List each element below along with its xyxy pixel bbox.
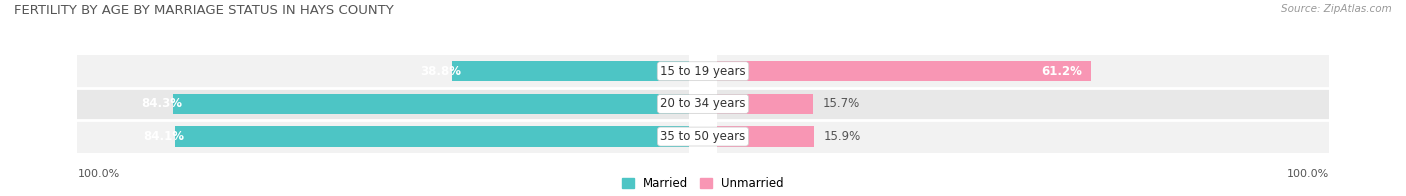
Text: 15.9%: 15.9% bbox=[824, 130, 860, 143]
Bar bbox=[717, 88, 1329, 120]
Bar bbox=[717, 55, 1329, 88]
Text: 84.1%: 84.1% bbox=[143, 130, 184, 143]
Text: FERTILITY BY AGE BY MARRIAGE STATUS IN HAYS COUNTY: FERTILITY BY AGE BY MARRIAGE STATUS IN H… bbox=[14, 4, 394, 17]
Text: Source: ZipAtlas.com: Source: ZipAtlas.com bbox=[1281, 4, 1392, 14]
Text: 20 to 34 years: 20 to 34 years bbox=[661, 97, 745, 110]
Text: 15.7%: 15.7% bbox=[823, 97, 859, 110]
Bar bbox=[174, 126, 689, 147]
Text: 38.8%: 38.8% bbox=[420, 65, 461, 78]
Text: 61.2%: 61.2% bbox=[1042, 65, 1083, 78]
Text: 84.3%: 84.3% bbox=[142, 97, 183, 110]
Text: 35 to 50 years: 35 to 50 years bbox=[661, 130, 745, 143]
Bar bbox=[717, 120, 1329, 153]
Bar bbox=[173, 94, 689, 114]
Bar bbox=[77, 120, 689, 153]
Bar bbox=[451, 61, 689, 81]
Bar bbox=[717, 61, 1091, 81]
Legend: Married, Unmarried: Married, Unmarried bbox=[621, 177, 785, 190]
Bar bbox=[717, 126, 814, 147]
Text: 100.0%: 100.0% bbox=[77, 169, 120, 179]
Bar bbox=[77, 88, 689, 120]
Text: 15 to 19 years: 15 to 19 years bbox=[661, 65, 745, 78]
Bar bbox=[77, 55, 689, 88]
Text: 100.0%: 100.0% bbox=[1286, 169, 1329, 179]
Bar bbox=[717, 94, 813, 114]
